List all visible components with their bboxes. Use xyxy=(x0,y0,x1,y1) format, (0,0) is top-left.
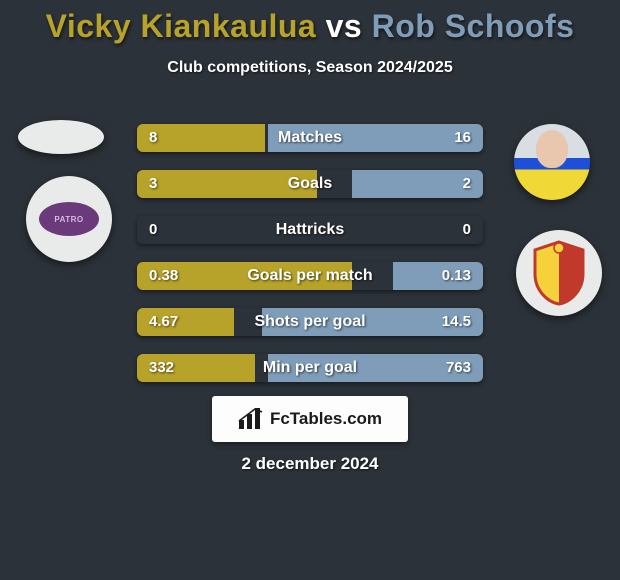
shield-icon xyxy=(531,240,587,306)
comparison-title: Vicky Kiankaulua vs Rob Schoofs xyxy=(0,0,620,45)
title-player1: Vicky Kiankaulua xyxy=(46,8,317,44)
player2-club-logo xyxy=(516,230,602,316)
stats-chart: 816Matches32Goals00Hattricks0.380.13Goal… xyxy=(137,124,483,400)
stat-row: 0 0Hattricks xyxy=(137,216,483,244)
stat-row: 816Matches xyxy=(137,124,483,152)
stat-value-right: 14.5 xyxy=(442,308,471,336)
title-vs: vs xyxy=(326,8,363,44)
stat-value-right: 763 xyxy=(446,354,471,382)
stat-row: 332763Min per goal xyxy=(137,354,483,382)
stat-value-right: 0.13 xyxy=(442,262,471,290)
stat-row: 0.380.13Goals per match xyxy=(137,262,483,290)
stat-label: Hattricks xyxy=(137,216,483,244)
stat-value-left: 4.67 xyxy=(149,308,178,336)
bar-right xyxy=(268,124,483,152)
stat-value-left: 0 xyxy=(149,216,157,244)
comparison-subtitle: Club competitions, Season 2024/2025 xyxy=(0,59,620,77)
fctables-badge[interactable]: FcTables.com xyxy=(212,396,408,442)
bars-icon xyxy=(238,408,264,430)
stat-row: 32Goals xyxy=(137,170,483,198)
stat-row: 4.6714.5Shots per goal xyxy=(137,308,483,336)
stat-value-left: 0.38 xyxy=(149,262,178,290)
player1-photo xyxy=(18,120,104,154)
title-player2: Rob Schoofs xyxy=(372,8,575,44)
stat-value-left: 8 xyxy=(149,124,157,152)
player1-club-label: PATRO xyxy=(39,202,99,236)
stat-value-right: 2 xyxy=(463,170,471,198)
fctables-label: FcTables.com xyxy=(270,409,382,429)
stat-value-left: 3 xyxy=(149,170,157,198)
stat-value-right: 0 xyxy=(463,216,471,244)
stat-value-left: 332 xyxy=(149,354,174,382)
player2-photo xyxy=(514,124,590,200)
stat-value-right: 16 xyxy=(454,124,471,152)
bar-left xyxy=(137,170,317,198)
player1-club-logo: PATRO xyxy=(26,176,112,262)
snapshot-date: 2 december 2024 xyxy=(0,454,620,474)
